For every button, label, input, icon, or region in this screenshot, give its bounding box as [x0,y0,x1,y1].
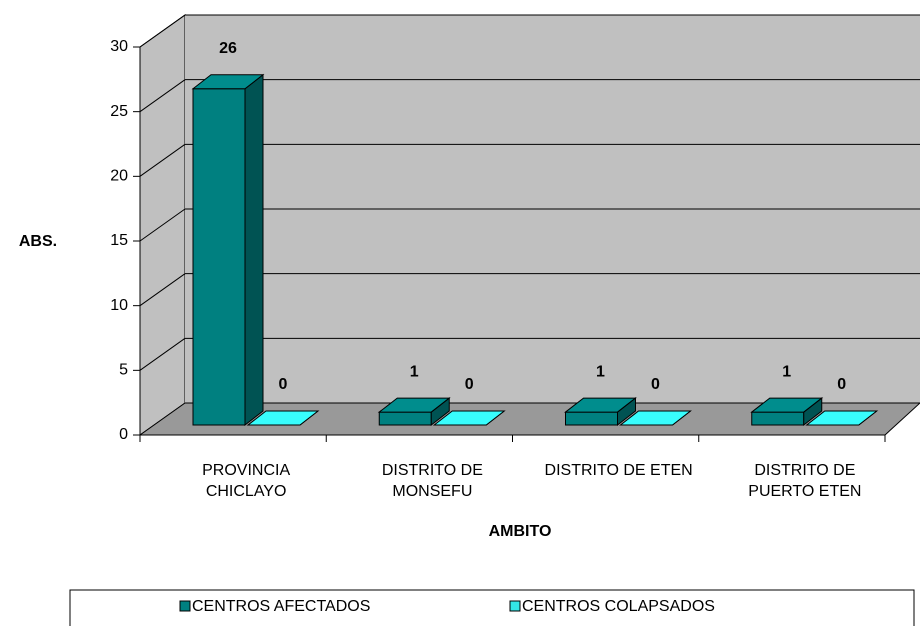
x-tick-label: PROVINCIA CHICLAYO [202,462,291,500]
y-tick-label: 25 [110,103,128,120]
value-label: 1 [410,363,419,380]
bar-side [244,73,264,427]
bar [564,397,637,427]
bar-top [564,397,637,413]
grid-line-side [139,14,186,48]
grid-line-side [139,143,186,177]
floor [140,403,920,435]
y-tick-label: 10 [110,297,128,314]
y-tick-label: 15 [110,232,128,249]
bar [432,410,506,426]
bar [377,397,451,427]
x-axis-title: AMBITO [489,523,552,540]
bar-top [750,397,824,413]
bar-top [377,397,451,413]
grid-line-side [139,273,186,307]
grid-line-side [139,402,186,436]
bar [619,410,692,426]
legend-label: CENTROS AFECTADOS [192,598,370,615]
value-label: 0 [279,376,288,393]
y-tick-label: 20 [110,168,128,185]
legend-swatch [179,600,191,612]
legend-swatch [509,600,521,612]
y-axis-title: ABS. [19,233,57,250]
grid-line-side [139,337,186,371]
bar [246,410,320,426]
y-tick-label: 30 [110,38,128,55]
legend-box [69,589,915,626]
bar-top [805,410,879,426]
y-tick-label: 5 [119,362,128,379]
bar [750,397,824,427]
legend-label: CENTROS COLAPSADOS [522,598,715,615]
x-tick-label: DISTRITO DE PUERTO ETEN [748,462,862,500]
bar-top [432,410,506,426]
bar-top [246,410,320,426]
grid-line-side [139,208,186,242]
value-label: 26 [219,40,237,57]
bar-front [751,411,805,426]
bar-front [192,88,246,426]
x-tick-label: DISTRITO DE MONSEFU [381,462,483,500]
grid-line-side [139,79,186,113]
bar-top [191,74,265,90]
floor-edge [884,402,920,436]
value-label: 0 [465,376,474,393]
value-label: 0 [651,376,660,393]
value-label: 1 [596,363,605,380]
x-tick-label: DISTRITO DE ETEN [544,462,693,479]
bar [191,73,265,427]
value-label: 1 [782,363,791,380]
value-label: 0 [837,376,846,393]
bar [805,410,879,426]
bar-front [565,411,618,426]
bar-top [619,410,692,426]
bar-front [378,411,432,426]
y-tick-label: 0 [119,426,128,443]
